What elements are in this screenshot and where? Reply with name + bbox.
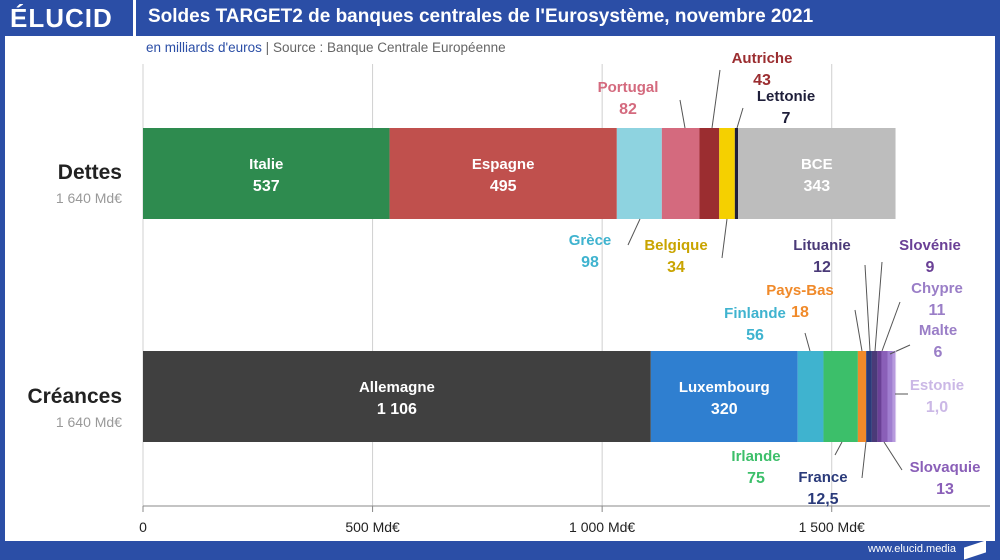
bar-label-value-lituanie: 12 [813, 259, 831, 276]
x-tick-label-0: 0 [139, 519, 147, 535]
bar-dettes-autriche [699, 128, 720, 219]
bar-label-value-belgique: 34 [667, 259, 685, 276]
bar-dettes-belgique [719, 128, 735, 219]
bar-label-value-malte: 6 [934, 344, 943, 361]
bar-dettes-lettonie [734, 128, 739, 219]
unit-note: en milliards d'euros [146, 40, 262, 55]
bar-label-name-slovaquie: Slovaquie [910, 459, 981, 476]
bar-label-value-finlande: 56 [746, 327, 764, 344]
bar-creances-finlande [797, 351, 824, 442]
bar-label-value-slovaquie: 13 [936, 481, 954, 498]
x-tick-label-1500: 1 500 Md€ [799, 519, 865, 535]
x-tick-label-500: 500 Md€ [345, 519, 400, 535]
bar-label-value-allemagne: 1 106 [377, 401, 417, 418]
leader-line-irlande [834, 441, 843, 456]
bar-creances-malte [892, 351, 896, 442]
bar-label-name-estonie: Estonie [910, 377, 964, 394]
leader-line-finlande [804, 332, 811, 352]
bar-label-name-lettonie: Lettonie [757, 88, 815, 105]
bar-label-name-espagne: Espagne [472, 156, 535, 173]
bar-creances-irlande [823, 351, 858, 442]
subtitle-separator: | [265, 40, 270, 55]
leader-line-malte [889, 344, 911, 355]
leader-line-chypre [881, 301, 901, 352]
bar-label-name-allemagne: Allemagne [359, 379, 435, 396]
source-note: Source : Banque Centrale Européenne [272, 40, 506, 55]
category-total-creances: 1 640 Md€ [55, 414, 122, 430]
bar-label-value-pays-bas: 18 [791, 304, 809, 321]
chart-subtitle: en milliards d'euros | Source : Banque C… [146, 40, 506, 55]
elucid-mark-icon [964, 540, 986, 560]
bar-label-name-france: France [798, 469, 847, 486]
leader-line-autriche [711, 69, 721, 129]
header-bar: ÉLUCID Soldes TARGET2 de banques central… [0, 0, 1000, 36]
bar-creances-france [866, 351, 872, 442]
bar-creances-allemagne [143, 351, 651, 442]
bar-label-value-estonie: 1,0 [926, 399, 948, 416]
bar-creances-pays-bas [857, 351, 867, 442]
bar-label-name-belgique: Belgique [644, 237, 707, 254]
footer-bar: www.elucid.media [0, 540, 1000, 560]
bar-label-name-malte: Malte [919, 322, 957, 339]
bar-label-name-portugal: Portugal [598, 79, 659, 96]
bar-label-name-pays-bas: Pays-Bas [766, 282, 834, 299]
bar-dettes-espagne [389, 128, 617, 219]
footer-url[interactable]: www.elucid.media [867, 543, 956, 555]
bar-dettes-italie [143, 128, 390, 219]
bar-creances-slovenie [877, 351, 882, 442]
bar-label-value-france: 12,5 [807, 491, 838, 508]
leader-line-slovenie [874, 261, 883, 352]
bar-label-name-finlande: Finlande [724, 305, 786, 322]
bar-label-name-lituanie: Lituanie [793, 237, 851, 254]
bar-label-name-chypre: Chypre [911, 280, 963, 297]
bar-dettes-bce [738, 128, 896, 219]
x-tick-label-1000: 1 000 Md€ [569, 519, 635, 535]
category-label-creances: Créances [27, 385, 122, 408]
bar-label-name-irlande: Irlande [731, 448, 780, 465]
bar-dettes-portugal [661, 128, 700, 219]
bar-label-value-chypre: 11 [929, 302, 946, 319]
bar-creances-estonie [895, 351, 897, 442]
bar-label-name-bce: BCE [801, 156, 833, 173]
bar-label-value-lettonie: 7 [782, 110, 791, 127]
bar-label-name-grece: Grèce [569, 232, 612, 249]
bar-creances-luxembourg [650, 351, 798, 442]
elucid-logo: ÉLUCID [10, 3, 113, 33]
bar-label-name-italie: Italie [249, 156, 283, 173]
bar-label-value-grece: 98 [581, 254, 599, 271]
bar-label-value-portugal: 82 [619, 101, 637, 118]
leader-line-lituanie [864, 264, 871, 352]
bar-dettes-grece [616, 128, 662, 219]
leader-line-france [861, 441, 867, 479]
bar-label-name-autriche: Autriche [732, 50, 793, 67]
bar-label-value-slovenie: 9 [926, 259, 935, 276]
bar-creances-slovaquie [881, 351, 888, 442]
leader-line-grece [627, 218, 641, 246]
leader-line-belgique [721, 218, 728, 259]
bar-label-value-irlande: 75 [747, 470, 765, 487]
bar-label-value-espagne: 495 [490, 178, 517, 195]
bar-creances-chypre [887, 351, 893, 442]
bar-label-name-luxembourg: Luxembourg [679, 379, 770, 396]
bar-label-value-autriche: 43 [753, 72, 771, 89]
bar-label-name-slovenie: Slovénie [899, 237, 961, 254]
leader-line-lettonie [736, 107, 744, 129]
logo-separator [133, 0, 136, 36]
bar-creances-lituanie [871, 351, 878, 442]
category-label-dettes: Dettes [57, 161, 122, 184]
bar-label-value-bce: 343 [803, 178, 830, 195]
chart-panel [5, 36, 995, 541]
leader-line-pays-bas [854, 309, 863, 352]
category-total-dettes: 1 640 Md€ [55, 190, 122, 206]
chart-title: Soldes TARGET2 de banques centrales de l… [148, 6, 814, 27]
bar-label-value-luxembourg: 320 [711, 401, 738, 418]
leader-line-slovaquie [883, 441, 903, 471]
leader-line-portugal [679, 99, 686, 129]
bar-label-value-italie: 537 [253, 178, 280, 195]
